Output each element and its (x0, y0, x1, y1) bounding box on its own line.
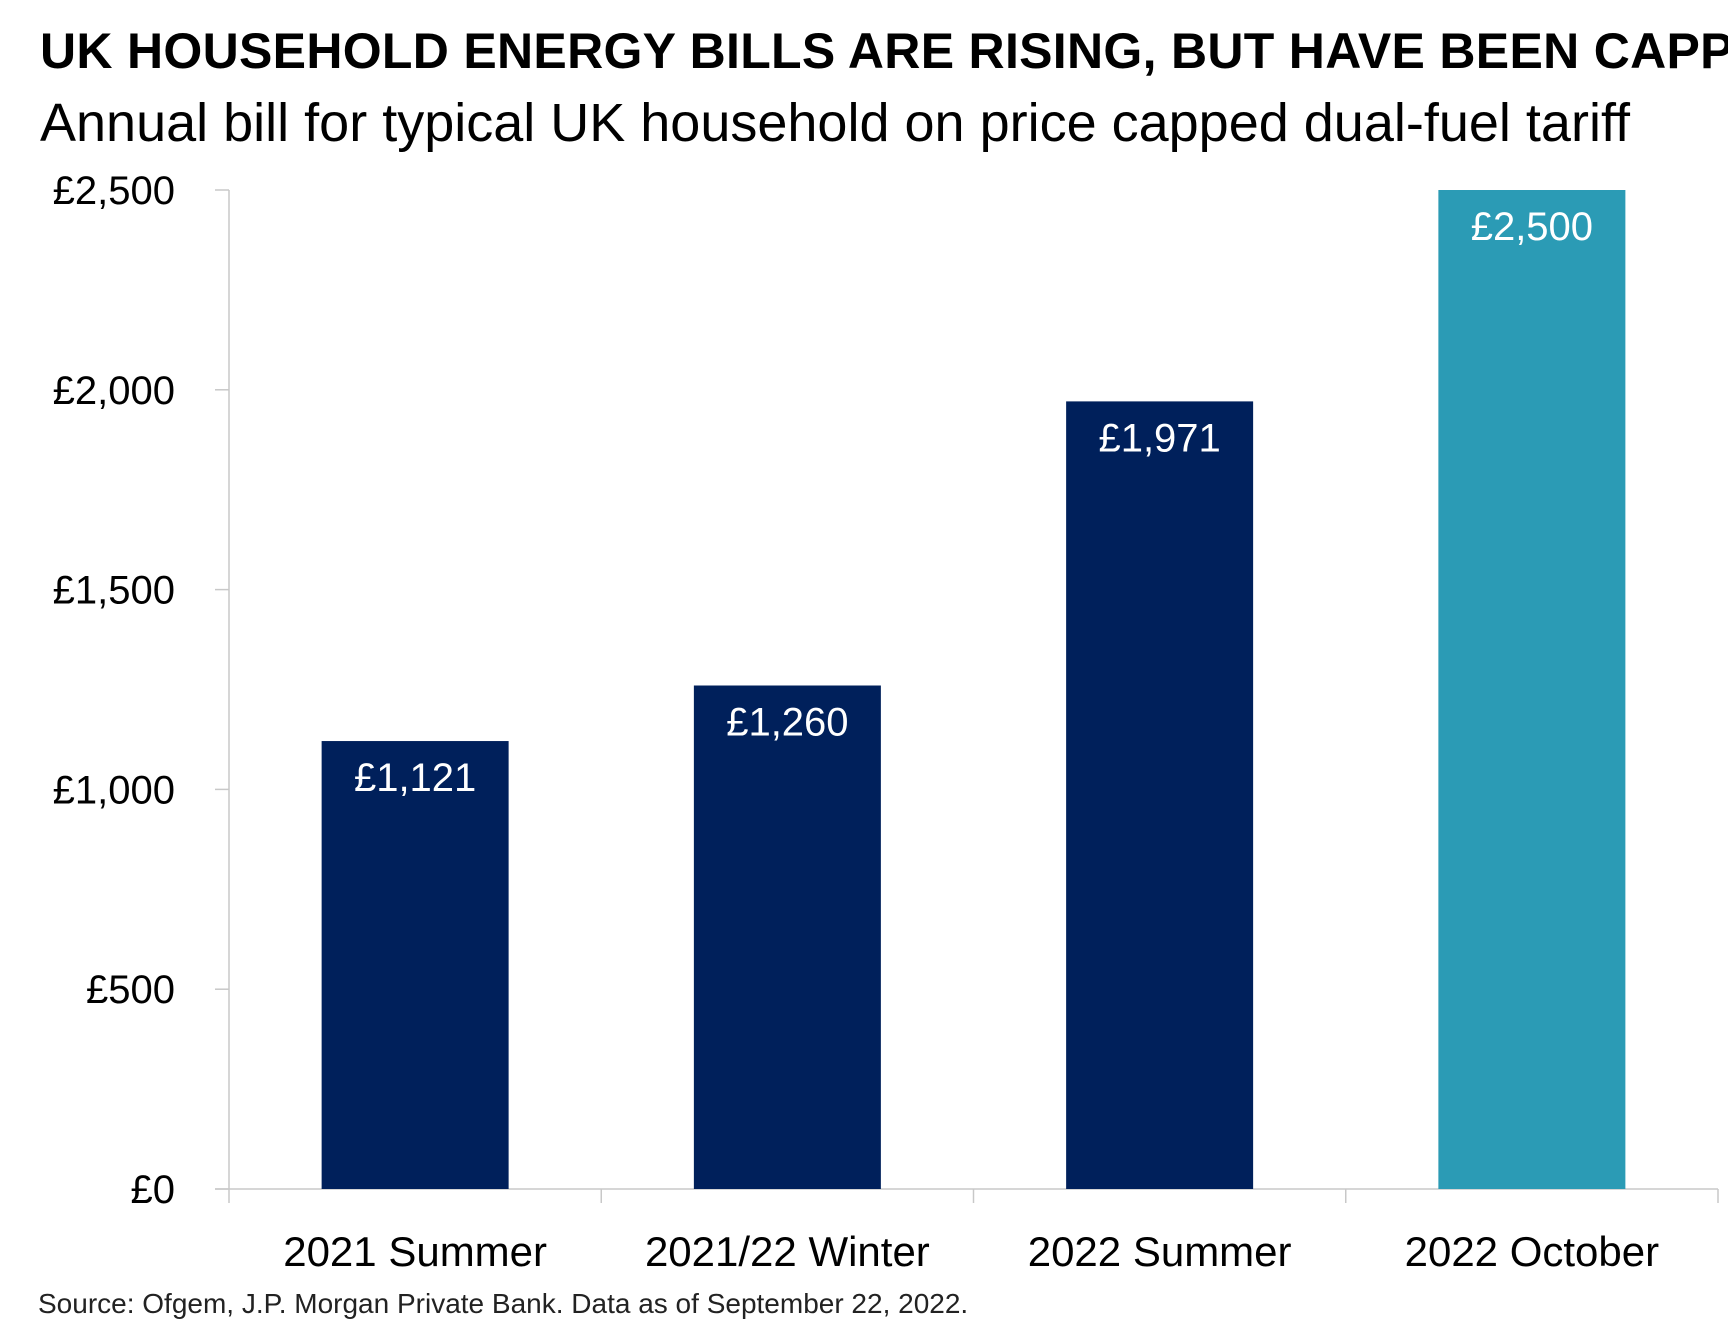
y-tick-label: £500 (86, 968, 175, 1012)
x-tick-label: 2022 October (1405, 1228, 1660, 1275)
chart-labels: £1,121 2021 Summer £1,260 2021/22 Winter £1,… (283, 205, 1659, 1275)
data-label: £1,121 (354, 756, 476, 800)
data-label: £2,500 (1471, 205, 1593, 249)
y-tick-label: £1,000 (53, 768, 175, 812)
chart-axes: £0 £500 £1,000 £1,500 £2,000 £2,500 (53, 169, 1719, 1212)
bar (1066, 401, 1254, 1189)
source-note: Source: Ofgem, J.P. Morgan Private Bank.… (38, 1288, 969, 1319)
y-tick-label: £2,500 (53, 169, 175, 213)
x-tick-label: 2021 Summer (283, 1228, 547, 1275)
y-tick-label: £0 (131, 1168, 176, 1212)
chart-bars (321, 190, 1626, 1189)
data-label: £1,971 (1098, 416, 1220, 460)
chart-subtitle: Annual bill for typical UK household on … (40, 93, 1630, 153)
bar (1438, 190, 1626, 1189)
x-tick-label: 2021/22 Winter (645, 1228, 930, 1275)
data-label: £1,260 (726, 701, 848, 745)
y-tick-label: £2,000 (53, 369, 175, 413)
bar (321, 741, 509, 1189)
bar (693, 685, 881, 1189)
chart-title: UK HOUSEHOLD ENERGY BILLS ARE RISING, BU… (40, 23, 1728, 79)
y-tick-label: £1,500 (53, 569, 175, 613)
x-tick-label: 2022 Summer (1028, 1228, 1292, 1275)
